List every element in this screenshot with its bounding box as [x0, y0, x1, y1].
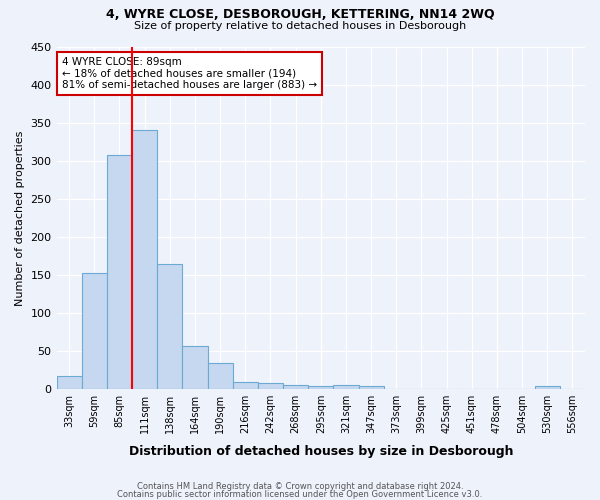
Text: 4, WYRE CLOSE, DESBOROUGH, KETTERING, NN14 2WQ: 4, WYRE CLOSE, DESBOROUGH, KETTERING, NN… — [106, 8, 494, 20]
Bar — [233, 382, 258, 389]
X-axis label: Distribution of detached houses by size in Desborough: Distribution of detached houses by size … — [128, 444, 513, 458]
Bar — [308, 386, 334, 389]
Bar — [208, 362, 233, 389]
Text: 4 WYRE CLOSE: 89sqm
← 18% of detached houses are smaller (194)
81% of semi-detac: 4 WYRE CLOSE: 89sqm ← 18% of detached ho… — [62, 57, 317, 90]
Bar — [359, 386, 383, 389]
Bar — [283, 384, 308, 389]
Bar — [107, 154, 132, 389]
Text: Contains HM Land Registry data © Crown copyright and database right 2024.: Contains HM Land Registry data © Crown c… — [137, 482, 463, 491]
Bar — [157, 264, 182, 389]
Text: Size of property relative to detached houses in Desborough: Size of property relative to detached ho… — [134, 21, 466, 31]
Bar — [258, 383, 283, 389]
Text: Contains public sector information licensed under the Open Government Licence v3: Contains public sector information licen… — [118, 490, 482, 499]
Bar — [132, 130, 157, 389]
Bar — [56, 376, 82, 389]
Y-axis label: Number of detached properties: Number of detached properties — [15, 130, 25, 306]
Bar — [182, 346, 208, 389]
Bar — [82, 274, 107, 389]
Bar — [334, 386, 359, 389]
Bar — [535, 386, 560, 389]
